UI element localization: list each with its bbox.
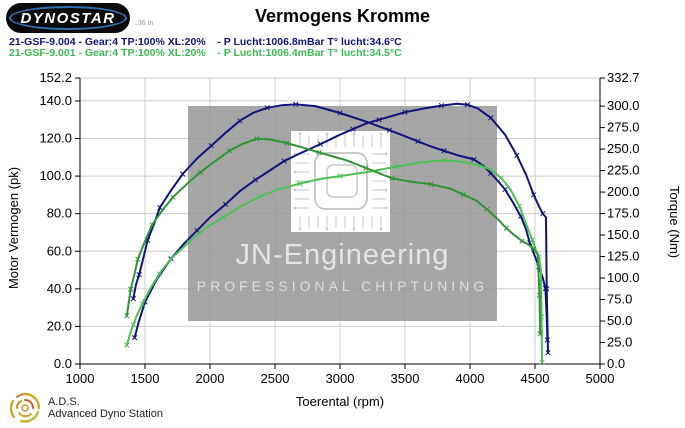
logo-ring: [9, 6, 127, 30]
ads-logo: A.D.S. Advanced Dyno Station: [8, 391, 163, 425]
svg-text:200.0: 200.0: [607, 184, 640, 199]
svg-text:80.0: 80.0: [47, 206, 72, 221]
svg-text:0.0: 0.0: [607, 356, 625, 371]
chip-icon: [291, 131, 390, 232]
svg-text:5000: 5000: [586, 371, 615, 386]
svg-text:140.0: 140.0: [39, 93, 72, 108]
svg-text:Toerental (rpm): Toerental (rpm): [296, 394, 384, 409]
watermark: JN-Engineering PROFESSIONAL CHIPTUNING: [188, 106, 497, 321]
svg-text:25.0: 25.0: [607, 335, 632, 350]
logo-text: Dynostar: [20, 9, 116, 27]
svg-text:4000: 4000: [456, 371, 485, 386]
ads-subtitle: Advanced Dyno Station: [48, 408, 163, 420]
svg-text:1000: 1000: [66, 371, 95, 386]
svg-text:50.0: 50.0: [607, 313, 632, 328]
logo-subtext: ..36 m: [134, 20, 154, 27]
svg-text:125.0: 125.0: [607, 249, 640, 264]
svg-text:2000: 2000: [196, 371, 225, 386]
svg-text:275.0: 275.0: [607, 120, 640, 135]
svg-text:3000: 3000: [326, 371, 355, 386]
svg-text:100.0: 100.0: [39, 168, 72, 183]
svg-text:300.0: 300.0: [607, 98, 640, 113]
svg-text:75.0: 75.0: [607, 292, 632, 307]
svg-text:3500: 3500: [391, 371, 420, 386]
legend: 21-GSF-9.004 - Gear:4 TP:100% XL:20% - P…: [9, 37, 402, 59]
svg-text:Motor Vermogen (pk): Motor Vermogen (pk): [6, 167, 21, 289]
dynostar-logo: Dynostar: [6, 3, 130, 33]
svg-text:4500: 4500: [521, 371, 550, 386]
svg-text:60.0: 60.0: [47, 243, 72, 258]
svg-text:332.7: 332.7: [607, 70, 640, 85]
svg-text:Torque (Nm): Torque (Nm): [667, 186, 682, 258]
svg-text:1500: 1500: [131, 371, 160, 386]
legend-run-004: 21-GSF-9.004 - Gear:4 TP:100% XL:20% - P…: [9, 36, 402, 48]
svg-text:0.0: 0.0: [54, 356, 72, 371]
svg-text:20.0: 20.0: [47, 318, 72, 333]
ads-swirl-icon: [9, 392, 41, 423]
watermark-brand: JN-Engineering: [235, 239, 450, 271]
svg-text:120.0: 120.0: [39, 131, 72, 146]
svg-text:250.0: 250.0: [607, 141, 640, 156]
svg-text:225.0: 225.0: [607, 163, 640, 178]
watermark-tagline: PROFESSIONAL CHIPTUNING: [196, 278, 489, 294]
legend-run-001: 21-GSF-9.001 - Gear:4 TP:100% XL:20% - P…: [9, 47, 402, 59]
svg-text:175.0: 175.0: [607, 206, 640, 221]
svg-text:150.0: 150.0: [607, 227, 640, 242]
svg-text:100.0: 100.0: [607, 270, 640, 285]
svg-text:40.0: 40.0: [47, 281, 72, 296]
svg-text:152.2: 152.2: [39, 70, 72, 85]
page-title: Vermogens Kromme: [254, 6, 431, 26]
ads-title: A.D.S.: [48, 396, 80, 408]
svg-text:2500: 2500: [261, 371, 290, 386]
